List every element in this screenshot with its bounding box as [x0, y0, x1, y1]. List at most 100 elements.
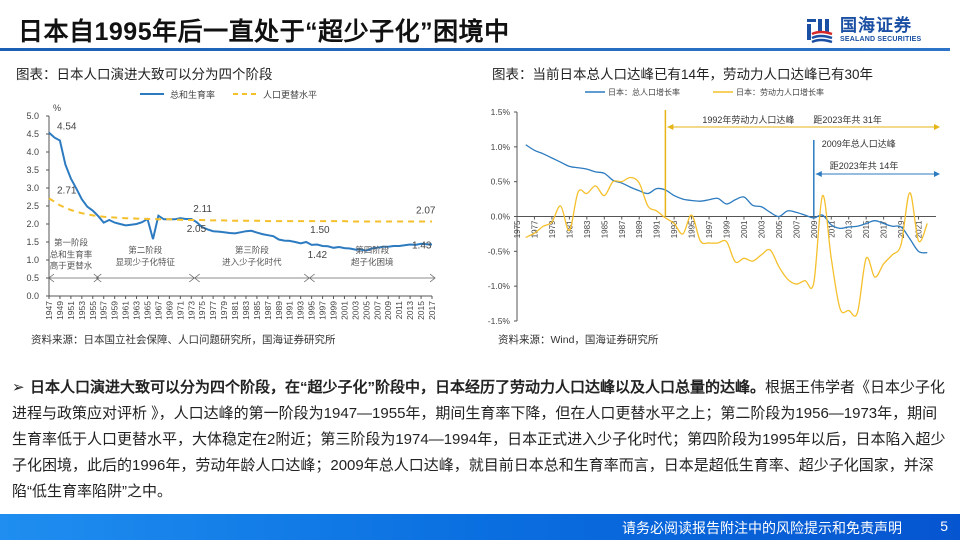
left-chart-source: 资料来源：日本国立社会保障、人口问题研究所，国海证券研究所 [31, 334, 336, 346]
stage-description: 进入少子化时代 [222, 257, 282, 267]
y-tick-label: 1.0% [491, 142, 511, 152]
y-tick-label: 2.5 [26, 201, 39, 211]
y-tick-label: 3.0 [26, 183, 39, 193]
y-axis-unit: % [53, 103, 61, 113]
y-tick-label: 5.0 [26, 111, 39, 121]
population-growth-chart-svg: 日本：总人口增长率 日本：劳动力人口增长率 -1.5% -1.0% -0.5% 0.0% 0… [488, 87, 940, 326]
data-label: 2.07 [416, 205, 436, 216]
stage-description: 总和生育率 [50, 250, 93, 260]
x-tick-label: 1985 [600, 220, 609, 238]
stage-arrow-left-icon [308, 273, 315, 283]
x-tick-label: 2007 [792, 220, 801, 238]
stage-description: 超子化困境 [351, 257, 394, 267]
footer-bar: 请务必阅读报告附注中的风险提示和免责声明 5 [0, 514, 960, 540]
fertility-chart-svg: 总和生育率 人口更替水平% 0.0 0.5 1.0 1.5 2.0 2.5 3.0 3.5 4.0 4… [26, 89, 437, 320]
data-label: 4.54 [57, 122, 77, 133]
x-tick-label: 1987 [618, 220, 627, 238]
y-tick-label: 2.0 [26, 219, 39, 229]
x-tick-label: 1979 [219, 301, 229, 320]
x-tick-label: 2005 [775, 220, 784, 238]
x-tick-label: 1991 [653, 220, 662, 238]
y-tick-label: -0.5% [488, 246, 511, 256]
x-tick-label: 1995 [688, 220, 697, 238]
page-title: 日本自1995年后一直处于“超少子化”困境中 [18, 18, 510, 46]
y-tick-label: -1.0% [488, 281, 511, 291]
x-tick-label: 2017 [427, 301, 437, 320]
x-tick-label: 1959 [110, 301, 120, 320]
y-tick-label: 0.5% [491, 177, 511, 187]
population-growth-line [525, 144, 928, 254]
stage-arrow-left-icon [95, 273, 102, 283]
x-tick-label: 2019 [897, 220, 906, 238]
title-divider [0, 48, 950, 51]
x-tick-label: 2015 [416, 301, 426, 320]
x-tick-label: 2005 [361, 301, 371, 320]
x-tick-label: 1957 [99, 301, 109, 320]
x-tick-label: 1993 [670, 220, 679, 238]
legend-label-fertility: 总和生育率 [170, 89, 215, 100]
x-tick-label: 1989 [635, 220, 644, 238]
x-tick-label: 1973 [186, 301, 196, 320]
arrow-right-icon [934, 171, 940, 177]
x-tick-label: 1999 [329, 301, 339, 320]
x-tick-label: 1977 [530, 220, 539, 238]
x-tick-label: 2001 [339, 301, 349, 320]
x-tick-label: 2003 [350, 301, 360, 320]
x-tick-label: 2011 [394, 301, 404, 320]
x-tick-label: 1983 [583, 220, 592, 238]
x-tick-label: 2015 [862, 220, 871, 238]
company-logo: 国海证券 SEALAND SECURITIES [806, 14, 946, 46]
x-tick-label: 2017 [880, 220, 889, 238]
x-tick-label: 1989 [274, 301, 284, 320]
x-tick-label: 1965 [142, 301, 152, 320]
annotation-population-peak: 2009年总人口达峰 [822, 138, 896, 149]
disclaimer-link[interactable]: 请务必阅读报告附注中的风险提示和免责声明 [622, 520, 902, 536]
summary-bold: 日本人口演进大致可以分为四个阶段，在“超少子化”阶段中，日本经历了劳动力人口达峰… [30, 379, 766, 396]
left-chart: 总和生育率 人口更替水平% 0.0 0.5 1.0 1.5 2.0 2.5 3.0 3.5 4.0 4… [0, 82, 460, 327]
legend-label-labor: 日本：劳动力人口增长率 [736, 87, 824, 97]
left-chart-title: 图表：日本人口演进大致可以分为四个阶段 [16, 67, 273, 82]
x-tick-label: 1955 [88, 301, 98, 320]
x-tick-label: 1995 [307, 301, 317, 320]
x-tick-label: 1979 [548, 220, 557, 238]
arrow-left-icon [815, 171, 822, 177]
right-chart-source: 资料来源：Wind，国海证券研究所 [498, 334, 659, 346]
summary-text: 根据王伟学者《日本少子化进程与政策应对评析 》，人口达峰的第一阶段为1947—1… [12, 379, 946, 500]
y-tick-label: 4.0 [26, 147, 39, 157]
x-tick-label: 1983 [241, 301, 251, 320]
x-tick-label: 2009 [810, 220, 819, 238]
logo-name-cn: 国海证券 [840, 16, 912, 35]
x-tick-label: 1961 [121, 301, 131, 320]
x-tick-label: 1963 [132, 301, 142, 320]
replacement-level-line [48, 197, 432, 223]
x-tick-label: 2013 [845, 220, 854, 238]
x-tick-label: 1953 [77, 301, 87, 320]
labor-growth-line [525, 176, 928, 317]
x-tick-label: 1971 [175, 301, 185, 320]
y-tick-label: 0.0 [26, 291, 39, 301]
x-tick-label: 1969 [164, 301, 174, 320]
data-label: 1.43 [412, 241, 432, 252]
x-tick-label: 2013 [405, 301, 415, 320]
data-label: 2.71 [57, 185, 77, 196]
x-tick-label: 2021 [915, 220, 924, 238]
x-tick-label: 1997 [318, 301, 328, 320]
x-tick-label: 2007 [372, 301, 382, 320]
bullet-arrow-icon: ➢ [12, 379, 25, 396]
annotation-labor-peak: 1992年劳动力人口达峰 [702, 114, 794, 125]
fertility-rate-line [48, 131, 433, 252]
stage-name: 第三阶段 [235, 245, 270, 255]
stage-name: 第一阶段 [54, 238, 89, 248]
legend-label-replacement: 人口更替水平 [263, 89, 317, 100]
x-tick-label: 1975 [197, 301, 207, 320]
sealand-logo-icon [806, 16, 834, 44]
x-tick-label: 2011 [827, 220, 836, 238]
annotation-labor-years: 距2023年共 31年 [813, 114, 882, 125]
stage-arrow-left-icon [194, 273, 200, 283]
y-tick-label: 1.5% [491, 107, 511, 117]
right-chart-title: 图表：当前日本总人口达峰已有14年，劳动力人口达峰已有30年 [492, 67, 874, 82]
data-label: 1.42 [308, 250, 328, 261]
x-tick-label: 1987 [263, 301, 273, 320]
y-tick-label: 1.5 [26, 237, 39, 247]
arrow-right-icon [934, 124, 940, 130]
